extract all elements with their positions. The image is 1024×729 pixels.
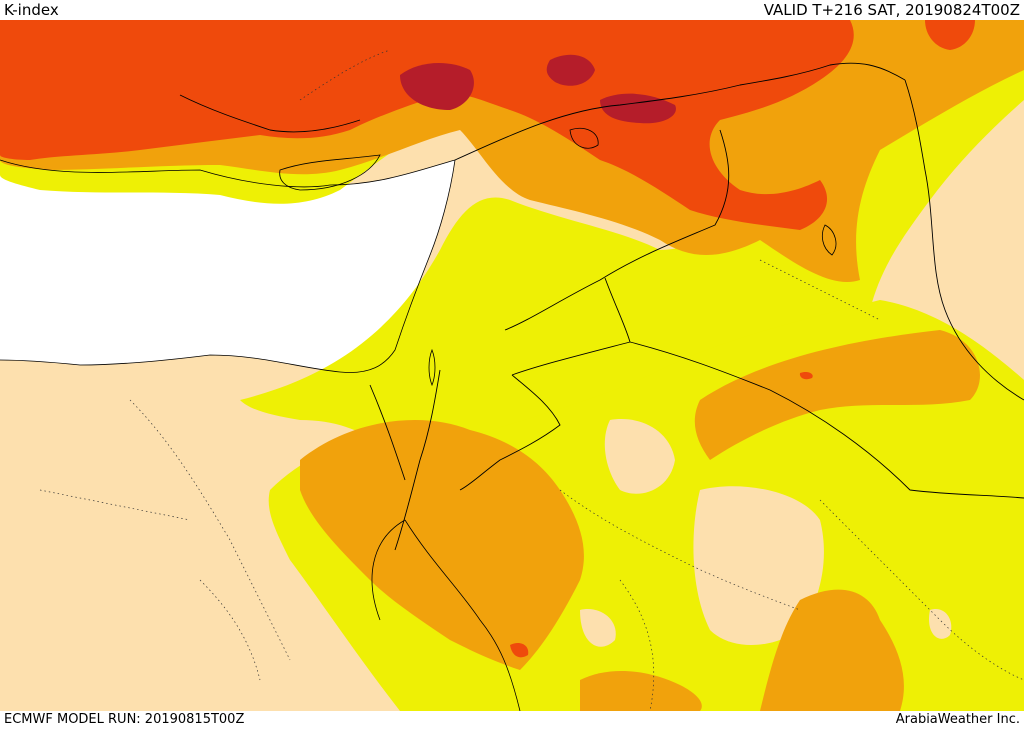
k-contour-level-2-southeast xyxy=(760,589,904,711)
border-syria-iraq xyxy=(504,129,730,331)
border-jordan-west xyxy=(394,369,441,551)
coastlines xyxy=(0,128,837,711)
border-jordan-iraq xyxy=(511,277,631,376)
k-contour-level-2-gulf xyxy=(580,670,702,711)
k-contour-level-2-east xyxy=(694,330,980,460)
dead-sea xyxy=(428,348,436,387)
k-index-map xyxy=(0,20,1024,711)
province-line-8 xyxy=(199,579,261,681)
cyprus-coast xyxy=(279,154,381,191)
k-contour-level-4-anatolia-3 xyxy=(600,93,676,124)
province-line-5 xyxy=(819,499,1024,681)
lake-urmia xyxy=(821,224,837,256)
province-line-3 xyxy=(559,489,801,611)
k-contour-level-4-anatolia-2 xyxy=(546,54,595,86)
country-borders xyxy=(179,62,1024,551)
mediterranean-sea xyxy=(0,160,455,373)
levant-coast xyxy=(0,159,456,373)
border-turkey-syria xyxy=(454,62,906,161)
low-k-patch-3 xyxy=(929,609,952,639)
footer-bar: ECMWF MODEL RUN: 20190815T00Z ArabiaWeat… xyxy=(0,711,1024,729)
border-egypt-israel xyxy=(369,384,406,481)
border-iran-iraq xyxy=(904,79,1024,401)
valid-time: VALID T+216 SAT, 20190824T00Z xyxy=(763,1,1020,19)
lake-van xyxy=(569,128,599,149)
header-bar: K-index VALID T+216 SAT, 20190824T00Z xyxy=(0,0,1024,20)
internal-boundaries xyxy=(39,49,1024,711)
k-contour-level-3-spot-1 xyxy=(510,643,529,658)
province-line-4 xyxy=(619,579,655,711)
k-contour-level-3-ne xyxy=(925,20,975,50)
low-k-patch-1 xyxy=(693,486,824,645)
low-k-patch-4 xyxy=(580,609,616,647)
red-sea-coast-east xyxy=(404,519,521,711)
province-line-1 xyxy=(129,399,291,661)
credit-label: ArabiaWeather Inc. xyxy=(895,712,1020,727)
model-run-label: ECMWF MODEL RUN: 20190815T00Z xyxy=(4,712,245,727)
map-title: K-index xyxy=(4,1,59,19)
red-sea-coast-west xyxy=(371,519,406,621)
border-jordan-saudi xyxy=(459,374,561,491)
province-line-7 xyxy=(759,259,881,321)
province-line-2 xyxy=(39,489,191,521)
border-saudi-iraq xyxy=(629,341,1024,499)
low-k-patch-2 xyxy=(604,419,675,494)
anatolia-coast xyxy=(0,159,456,188)
k-contour-level-3-spot-2 xyxy=(799,371,813,380)
k-contour-level-2-south xyxy=(300,420,584,670)
border-turkey-greece xyxy=(179,94,361,133)
k-contour-level-3-north xyxy=(0,20,854,230)
k-contour-level-4-anatolia-1 xyxy=(400,63,474,110)
